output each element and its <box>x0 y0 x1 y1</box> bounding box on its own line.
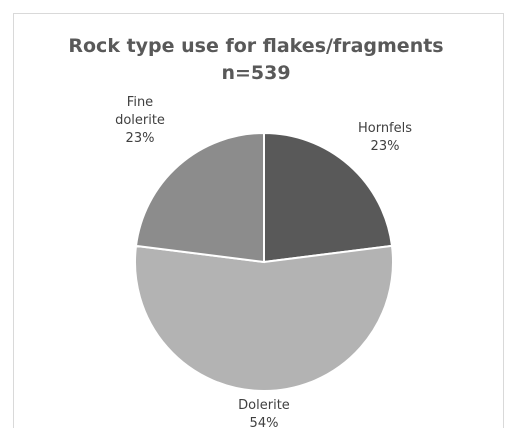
pie-slice-fine-dolerite <box>134 131 265 264</box>
pie-slice-dolerite <box>134 244 394 392</box>
slice-label-hornfels: Hornfels 23% <box>358 121 412 154</box>
slice-label-dolerite: Dolerite 54% <box>238 398 290 428</box>
chart-title: Rock type use for flakes/fragments <box>68 35 444 57</box>
slice-label-fine-dolerite: Fine dolerite 23% <box>115 95 165 146</box>
pie-slice-hornfels <box>263 131 394 264</box>
chart-subtitle: n=539 <box>221 62 291 84</box>
